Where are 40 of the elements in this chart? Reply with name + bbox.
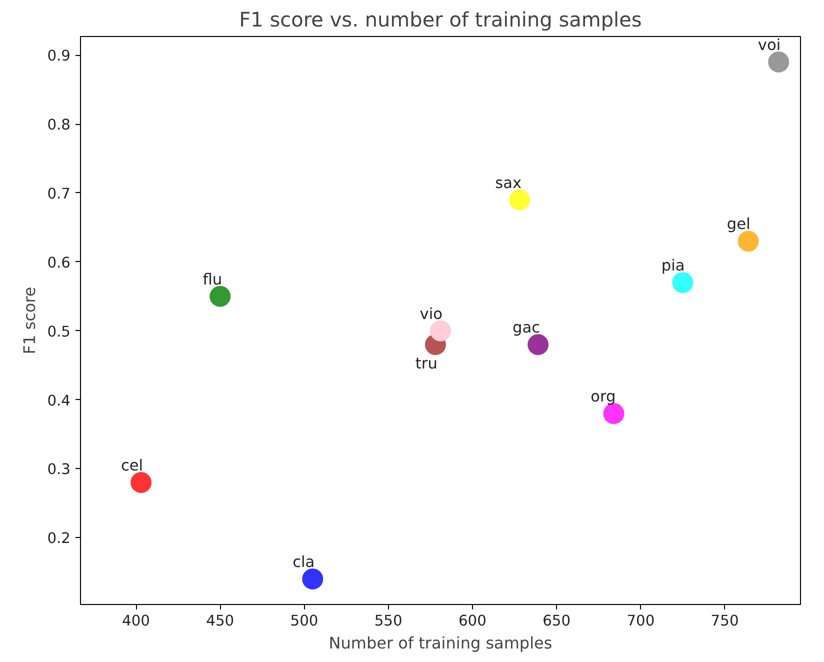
y-tick-label: 0.9 xyxy=(47,48,71,65)
y-tick-label: 0.5 xyxy=(47,323,71,340)
annotation: cel xyxy=(120,456,144,474)
y-tick-label: 0.8 xyxy=(47,116,71,134)
annotation: tru xyxy=(415,354,438,373)
y-tick-label: 0.3 xyxy=(47,461,71,478)
annotation: sax xyxy=(495,174,522,192)
x-tick-label: 700 xyxy=(626,612,655,630)
y-tick-label: 0.4 xyxy=(47,392,71,410)
annotation: gel xyxy=(726,215,750,234)
point xyxy=(672,272,694,294)
x-tick-label: 550 xyxy=(374,612,402,630)
annotation: voi xyxy=(758,36,781,54)
point xyxy=(302,568,324,590)
point xyxy=(210,286,231,307)
point xyxy=(130,472,152,493)
y-axis-title: F1 score xyxy=(20,286,40,354)
point xyxy=(768,52,790,72)
annotation: vio xyxy=(420,304,443,323)
x-tick-label: 400 xyxy=(122,612,150,630)
x-tick-label: 450 xyxy=(206,612,234,630)
point xyxy=(430,320,451,342)
annotation: gac xyxy=(512,318,540,337)
annotation: pia xyxy=(661,256,685,275)
y-tick-label: 0.6 xyxy=(47,254,71,272)
x-tick-label: 600 xyxy=(458,612,486,630)
point xyxy=(603,403,624,424)
point xyxy=(738,230,759,252)
x-tick-label: 750 xyxy=(710,612,739,630)
y-tick-label: 0.7 xyxy=(47,185,71,202)
point xyxy=(509,189,530,210)
x-tick-label: 500 xyxy=(290,612,318,630)
x-axis-title: Number of training samples xyxy=(328,634,552,652)
annotation: org xyxy=(590,388,616,406)
annotation: flu xyxy=(202,270,222,288)
y-tick-label: 0.2 xyxy=(47,530,71,548)
point xyxy=(528,334,549,356)
annotation: cla xyxy=(292,552,315,571)
chart-title: F1 score vs. number of training samples xyxy=(239,8,642,32)
x-tick-label: 650 xyxy=(542,612,571,630)
